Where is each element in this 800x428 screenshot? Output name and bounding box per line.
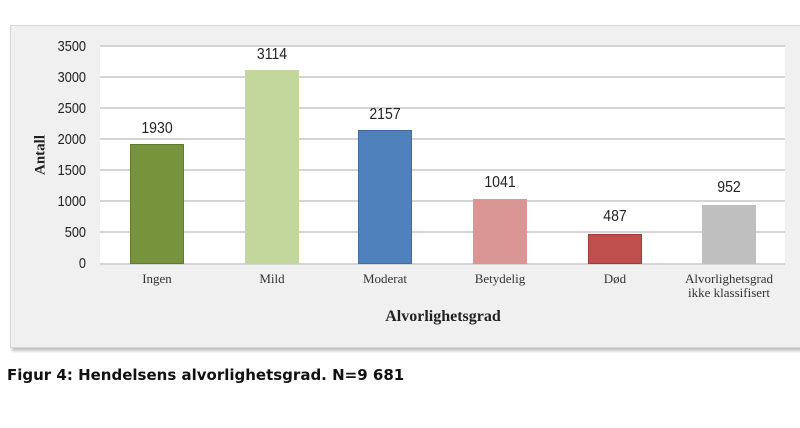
xtick-ikke-klassifisert: Alvorlighetsgrad ikke klassifisert xyxy=(669,272,789,300)
gridline-2500 xyxy=(100,107,785,109)
ytick-2500: 2500 xyxy=(57,100,86,117)
bar-ingen xyxy=(130,144,184,264)
figure-caption: Figur 4: Hendelsens alvorlighetsgrad. N=… xyxy=(7,366,405,384)
gridline-2000 xyxy=(100,138,785,140)
value-label-betydelig: 1041 xyxy=(484,174,516,191)
ytick-1500: 1500 xyxy=(57,162,86,179)
gridline-1000 xyxy=(100,200,785,202)
ytick-3000: 3000 xyxy=(57,69,86,86)
plot-area: 1930 3114 2157 1041 487 952 xyxy=(100,45,785,265)
value-label-moderat: 2157 xyxy=(369,106,401,123)
value-label-ingen: 1930 xyxy=(141,120,173,137)
bar-ikke-klassifisert xyxy=(702,205,756,264)
ytick-500: 500 xyxy=(64,224,86,241)
xtick-line2: ikke klassifisert xyxy=(688,285,770,300)
value-label-mild: 3114 xyxy=(256,46,288,63)
gridline-1500 xyxy=(100,169,785,171)
xtick-moderat: Moderat xyxy=(362,271,408,286)
gridline-3500 xyxy=(100,45,785,47)
x-axis-title: Alvorlighetsgrad xyxy=(385,308,501,325)
ytick-0: 0 xyxy=(78,255,86,272)
y-axis-title: Antall xyxy=(32,134,49,176)
xtick-mild: Mild xyxy=(259,271,285,286)
gridline-500 xyxy=(100,231,785,233)
bar-dod xyxy=(588,234,642,264)
bar-moderat xyxy=(358,130,412,264)
xtick-betydelig: Betydelig xyxy=(474,271,526,286)
bar-mild xyxy=(245,70,299,264)
ytick-1000: 1000 xyxy=(57,193,86,210)
bar-betydelig xyxy=(473,199,527,264)
ytick-2000: 2000 xyxy=(57,131,86,148)
gridline-0 xyxy=(100,263,785,265)
xtick-line1: Alvorlighetsgrad xyxy=(684,271,774,286)
xtick-dod: Død xyxy=(603,271,627,286)
xtick-ingen: Ingen xyxy=(142,271,172,286)
gridline-3000 xyxy=(100,76,785,78)
ytick-3500: 3500 xyxy=(57,38,86,55)
value-label-ikke-klassifisert: 952 xyxy=(717,179,741,196)
value-label-dod: 487 xyxy=(603,208,627,225)
